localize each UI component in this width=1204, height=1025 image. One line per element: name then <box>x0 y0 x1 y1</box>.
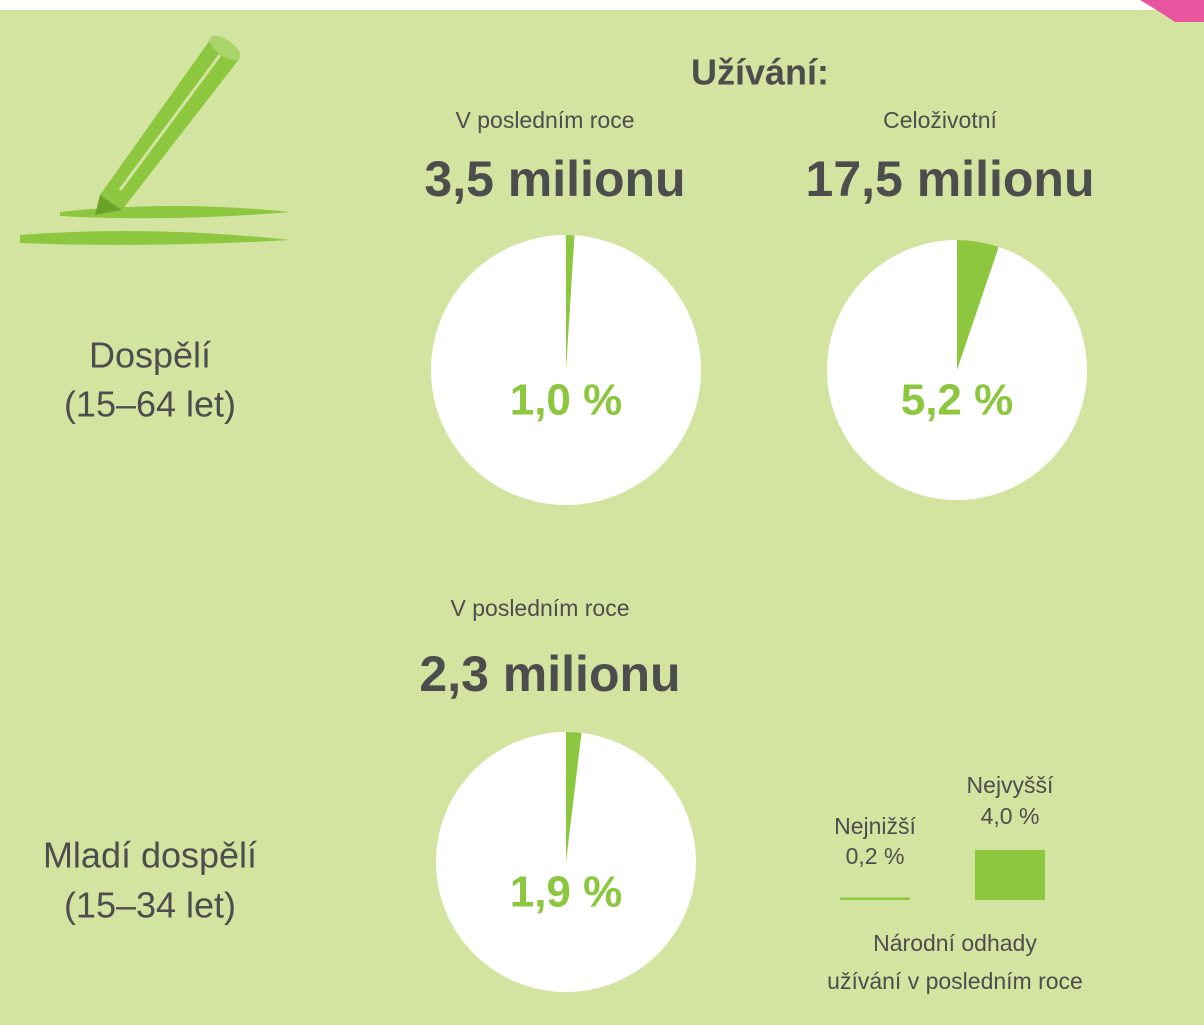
data-label: 5,2 % <box>901 376 1014 425</box>
data-label: 1,0 % <box>510 376 623 425</box>
chart-subtitle: 17,5 milionu <box>806 151 1095 207</box>
pie-slice <box>566 235 575 370</box>
legend-value: 0,2 % <box>846 843 905 869</box>
legend-caption: užívání v posledním roce <box>827 968 1083 994</box>
corner-decoration <box>1140 0 1204 22</box>
legend-swatch <box>975 850 1045 900</box>
chart-subtitle: 2,3 milionu <box>419 646 680 702</box>
chart-title: Celoživotní <box>883 107 997 133</box>
chart-title: V posledním roce <box>456 107 635 133</box>
legend-caption: Národní odhady <box>873 930 1037 956</box>
row-label: Mladí dospělí <box>43 835 257 876</box>
row-label: (15–34 let) <box>64 885 236 926</box>
row-label: Dospělí <box>89 335 211 376</box>
pencil-icon <box>20 35 290 245</box>
legend-value: 4,0 % <box>981 803 1040 829</box>
pie-slice <box>957 240 999 370</box>
row-label: (15–64 let) <box>64 384 236 425</box>
pie-slice <box>566 732 582 862</box>
legend-swatch <box>840 897 910 900</box>
data-label: 1,9 % <box>510 868 623 917</box>
legend-label: Nejnižší <box>834 813 916 839</box>
legend-label: Nejvyšší <box>967 772 1055 798</box>
chart-subtitle: 3,5 milionu <box>424 151 685 207</box>
header: Užívání: <box>691 52 829 93</box>
chart-title: V posledním roce <box>451 595 630 621</box>
